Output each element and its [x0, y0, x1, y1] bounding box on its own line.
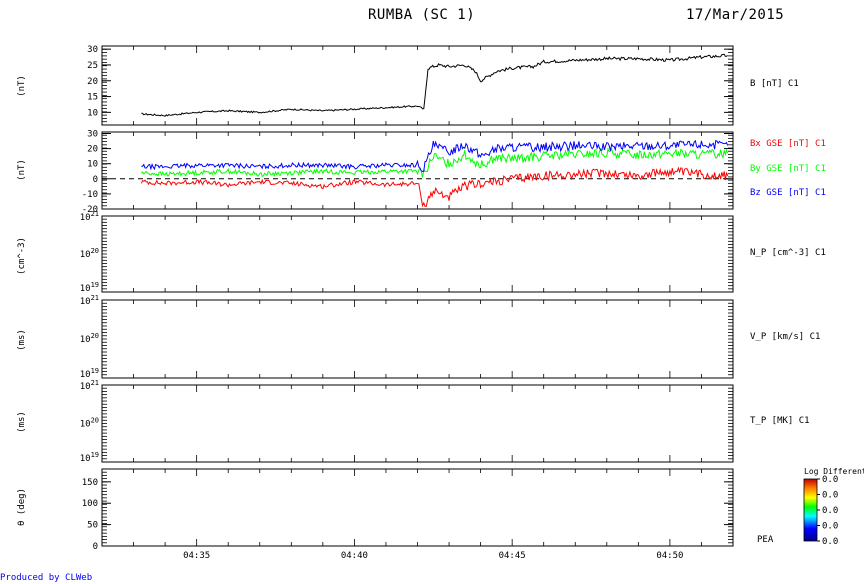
- y-tick-label: 10: [87, 108, 98, 118]
- x-tick-label: 04:40: [341, 551, 368, 561]
- y-axis-label: (cm^-3): [17, 237, 27, 275]
- colorbar-title: Log Differential: [804, 467, 864, 476]
- series-line-bx: [140, 166, 729, 208]
- colorbar-tick-label: 0.0: [822, 506, 838, 516]
- y-tick-label: 1021: [80, 210, 99, 223]
- panel-frame: [101, 131, 734, 210]
- y-tick-label: -10: [82, 190, 98, 200]
- y-tick-label: 15: [87, 93, 98, 103]
- y-tick-label: 1020: [80, 247, 99, 260]
- y-tick-label: 30: [87, 130, 98, 140]
- legend-label: Bx GSE [nT] C1: [750, 139, 826, 149]
- y-tick-label: 0: [93, 542, 98, 552]
- plot-date: 17/Mar/2015: [686, 7, 785, 23]
- panel-label: V_P [km/s] C1: [750, 332, 820, 342]
- x-tick-label: 04:35: [183, 551, 210, 561]
- y-axis-label: (nT): [17, 75, 27, 97]
- series-line-bz: [141, 139, 729, 173]
- y-tick-label: 20: [87, 145, 98, 155]
- panel-frame: [101, 384, 734, 463]
- panel-frame: [101, 299, 734, 379]
- y-axis-label: (nT): [17, 159, 27, 181]
- panel-frame: [101, 215, 734, 293]
- panel-label: T_P [MK] C1: [750, 416, 810, 426]
- y-tick-label: 1020: [80, 332, 99, 345]
- y-tick-label: 50: [87, 521, 98, 531]
- legend-label: By GSE [nT] C1: [750, 164, 826, 174]
- y-tick-label: 20: [87, 77, 98, 87]
- y-tick-label: 1019: [80, 281, 99, 294]
- legend-label: Bz GSE [nT] C1: [750, 188, 826, 198]
- y-tick-label: 25: [87, 61, 98, 71]
- y-axis-label: (ms): [17, 411, 27, 433]
- colorbar-tick-label: 0.0: [822, 522, 838, 532]
- y-tick-label: 0: [93, 175, 98, 185]
- panel-label: PEA: [757, 535, 774, 545]
- credit-text: Produced by CLWeb: [0, 573, 93, 583]
- y-axis-label: θ (deg): [17, 488, 27, 526]
- plot-title: RUMBA (SC 1): [368, 7, 476, 23]
- y-tick-label: 1019: [80, 451, 99, 464]
- colorbar-tick-label: 0.0: [822, 475, 838, 485]
- y-tick-label: 1021: [80, 379, 99, 392]
- y-tick-label: 1021: [80, 294, 99, 307]
- colorbar-tick-label: 0.0: [822, 537, 838, 547]
- y-tick-label: 30: [87, 45, 98, 55]
- y-tick-label: 10: [87, 160, 98, 170]
- y-tick-label: 1019: [80, 367, 99, 380]
- x-tick-label: 04:50: [656, 551, 683, 561]
- series-line-b: [141, 53, 728, 117]
- y-tick-label: 150: [82, 478, 98, 488]
- y-tick-label: 1020: [80, 417, 99, 430]
- y-axis-label: (ms): [17, 329, 27, 351]
- colorbar: [803, 478, 818, 542]
- panel-label: B [nT] C1: [750, 79, 799, 89]
- colorbar-tick-label: 0.0: [822, 491, 838, 501]
- y-tick-label: -20: [82, 205, 98, 215]
- panel-label: N_P [cm^-3] C1: [750, 248, 826, 258]
- x-tick-label: 04:45: [499, 551, 526, 561]
- y-tick-label: 100: [82, 499, 98, 509]
- series-line-by: [141, 147, 729, 178]
- panel-frame: [101, 468, 734, 547]
